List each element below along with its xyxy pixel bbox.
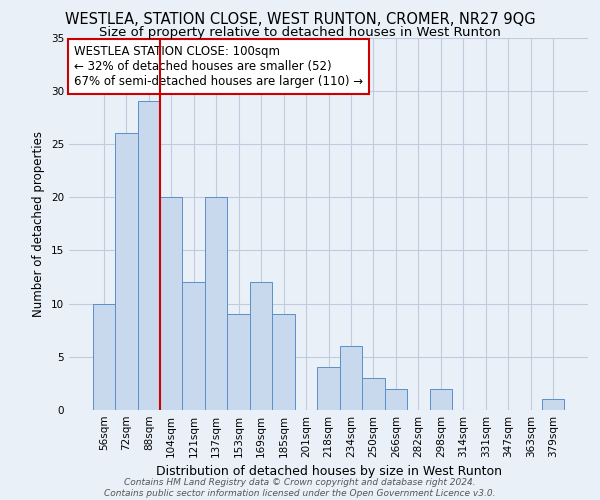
Bar — [385, 388, 407, 410]
Text: WESTLEA, STATION CLOSE, WEST RUNTON, CROMER, NR27 9QG: WESTLEA, STATION CLOSE, WEST RUNTON, CRO… — [65, 12, 535, 26]
Bar — [542, 400, 565, 410]
Text: Contains HM Land Registry data © Crown copyright and database right 2024.
Contai: Contains HM Land Registry data © Crown c… — [104, 478, 496, 498]
Bar — [92, 304, 115, 410]
Bar — [160, 197, 182, 410]
Y-axis label: Number of detached properties: Number of detached properties — [32, 130, 46, 317]
Bar — [227, 314, 250, 410]
Bar — [115, 134, 137, 410]
Bar — [317, 368, 340, 410]
Bar — [362, 378, 385, 410]
Bar — [250, 282, 272, 410]
Bar — [182, 282, 205, 410]
Bar — [205, 197, 227, 410]
Bar — [430, 388, 452, 410]
X-axis label: Distribution of detached houses by size in West Runton: Distribution of detached houses by size … — [155, 466, 502, 478]
Bar — [137, 102, 160, 410]
Text: Size of property relative to detached houses in West Runton: Size of property relative to detached ho… — [99, 26, 501, 39]
Bar — [272, 314, 295, 410]
Bar — [340, 346, 362, 410]
Text: WESTLEA STATION CLOSE: 100sqm
← 32% of detached houses are smaller (52)
67% of s: WESTLEA STATION CLOSE: 100sqm ← 32% of d… — [74, 45, 364, 88]
